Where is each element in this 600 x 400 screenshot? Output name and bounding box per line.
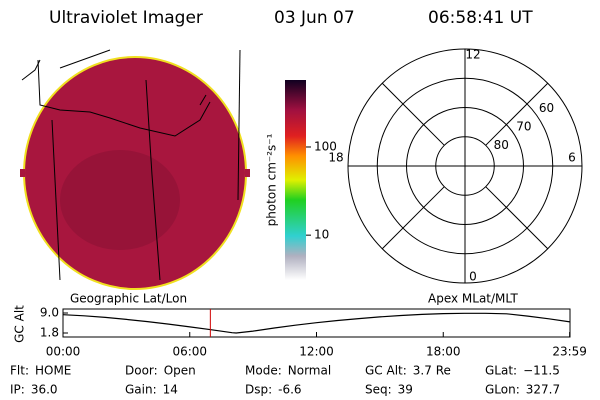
- polar-grid: [347, 48, 583, 284]
- x-tick-label: 06:00: [172, 345, 207, 359]
- y-tick-label: 9.0: [40, 306, 59, 320]
- field-label: Gain:: [125, 383, 157, 397]
- field-label: GC Alt:: [365, 364, 407, 378]
- field-value: Normal: [288, 364, 331, 378]
- field-value: 36.0: [31, 383, 58, 397]
- colorbar-tick-label: 10: [314, 228, 329, 242]
- title: Ultraviolet Imager: [49, 8, 203, 28]
- x-tick-label: 18:00: [426, 345, 461, 359]
- date: 03 Jun 07: [274, 8, 355, 28]
- field-label: Dsp:: [245, 383, 272, 397]
- x-tick-label: 12:00: [299, 345, 334, 359]
- spoke: [485, 82, 549, 146]
- spoke: [381, 82, 445, 146]
- uv-image: [20, 49, 250, 290]
- field-value: HOME: [35, 364, 71, 378]
- field-value: 3.7 Re: [413, 364, 451, 378]
- mlt-label: 12: [465, 48, 480, 62]
- colorbar: [285, 80, 306, 280]
- field-label: Mode:: [245, 364, 282, 378]
- field-value: 327.7: [526, 383, 560, 397]
- y-tick-label: 1.8: [40, 326, 59, 340]
- field-label: Seq:: [365, 383, 392, 397]
- y-axis-label: GC Alt: [13, 305, 27, 343]
- field-value: -6.6: [278, 383, 301, 397]
- field-value: Open: [164, 364, 196, 378]
- polar-label: Apex MLat/MLT: [428, 292, 518, 306]
- lat-label: 80: [494, 138, 509, 152]
- field-label: GLon:: [485, 383, 520, 397]
- x-tick-label: 23:59: [552, 345, 587, 359]
- image-label: Geographic Lat/Lon: [70, 292, 187, 306]
- mlt-label: 6: [568, 151, 576, 165]
- field-label: IP:: [10, 383, 25, 397]
- field-label: GLat:: [485, 364, 517, 378]
- field-value: −11.5: [523, 364, 560, 378]
- field-label: Flt:: [10, 364, 29, 378]
- colorbar-label: photon cm⁻²s⁻¹: [265, 133, 279, 226]
- x-tick-label: 00:00: [46, 345, 81, 359]
- mlt-label: 0: [469, 270, 477, 284]
- field-value: 14: [163, 383, 178, 397]
- field-label: Door:: [125, 364, 158, 378]
- spoke: [485, 186, 549, 250]
- field-value: 39: [398, 383, 413, 397]
- time: 06:58:41 UT: [428, 8, 533, 28]
- mlt-label: 18: [328, 151, 343, 165]
- colorbar-tick-label: 100: [314, 139, 337, 153]
- lat-label: 60: [539, 101, 554, 115]
- lat-label: 70: [516, 119, 531, 133]
- spoke: [381, 186, 445, 250]
- altitude-line: [62, 312, 571, 334]
